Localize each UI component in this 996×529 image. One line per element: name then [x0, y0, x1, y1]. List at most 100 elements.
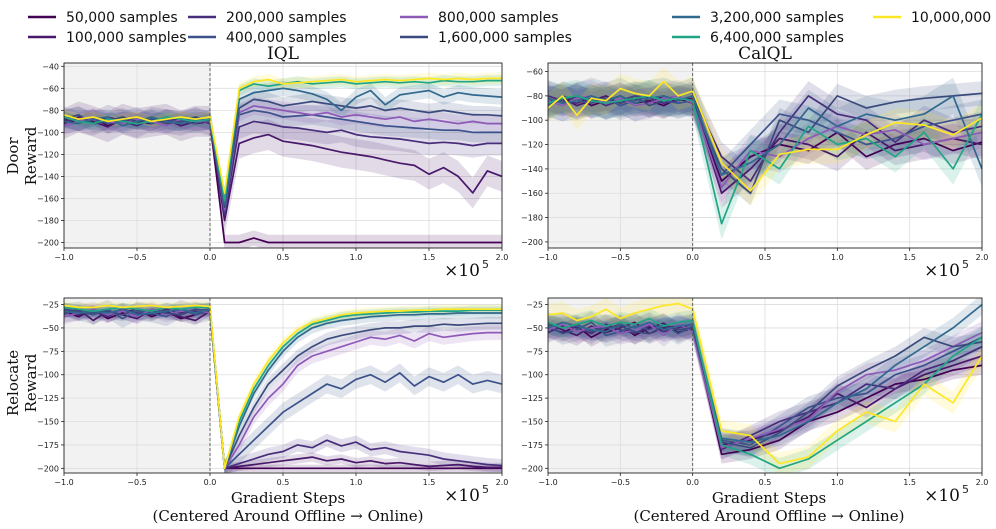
x-sublabel-left: (Centered Around Offline → Online) [152, 507, 423, 525]
panel-title: CalQL [738, 44, 792, 64]
chart-panel: −1.0 −0.5 0.0 0.5 1.0 1.5 2.0 −200 −180 −160 −140 −… [37, 44, 508, 281]
y-tick-label: −60 [526, 68, 543, 77]
y-tick-label: −120 [37, 150, 59, 159]
x-tick-label: 1.0 [831, 478, 844, 487]
legend-entry: 400,000 samples [226, 30, 347, 46]
y-tick-label: −25 [42, 301, 59, 310]
x-tick-label: 1.5 [903, 253, 916, 262]
x-tick-label: 1.0 [831, 253, 844, 262]
x-tick-label: 1.5 [423, 253, 436, 262]
y-tick-label: −80 [42, 106, 59, 115]
legend-entry: 6,400,000 samples [710, 30, 844, 46]
y-tick-label: −150 [37, 418, 59, 427]
y-tick-label: −200 [37, 238, 59, 247]
series-band [548, 81, 982, 208]
x-label-right: Gradient Steps [712, 489, 826, 507]
x-tick-label: 0.0 [686, 478, 699, 487]
series-line [64, 105, 502, 211]
y-tick-label: −100 [37, 371, 59, 380]
y-tick-label: −160 [37, 194, 59, 203]
series-line [64, 308, 502, 470]
x-tick-label: 0.5 [759, 478, 772, 487]
x-multiplier: ×10 [924, 486, 960, 506]
legend-entry: 50,000 samples [66, 10, 178, 26]
x-tick-label: −1.0 [538, 253, 557, 262]
y-tick-label: −75 [526, 347, 543, 356]
plot-area [64, 299, 502, 473]
x-tick-label: 0.5 [277, 478, 290, 487]
series-band [64, 100, 502, 222]
series-band [548, 298, 982, 473]
y-tick-label: −180 [521, 214, 543, 223]
series-line [64, 77, 502, 194]
x-tick-label: 1.5 [423, 478, 436, 487]
legend: 50,000 samples 100,000 samples 200,000 sam… [28, 10, 996, 46]
series-band [548, 80, 982, 203]
x-tick-label: −0.5 [127, 478, 146, 487]
legend-entry: 10,000,000 samples [911, 10, 996, 26]
x-tick-label: 1.0 [350, 478, 363, 487]
series-band [548, 81, 982, 190]
row-label-door-line2: Reward [22, 126, 40, 185]
x-multiplier: ×10 [444, 261, 480, 281]
y-tick-label: −50 [526, 324, 543, 333]
series-band [548, 82, 982, 195]
legend-entry: 200,000 samples [226, 10, 347, 26]
row-label-door-line1: Door [4, 137, 22, 175]
series-band [64, 80, 502, 212]
series-band [64, 305, 502, 473]
chart-panel: −1.0 −0.5 0.0 0.5 1.0 1.5 2.0 −200 −175 −150 −125 −… [37, 297, 508, 506]
x-tick-label: 1.0 [350, 253, 363, 262]
series-line [64, 87, 502, 205]
x-tick-label: −0.5 [611, 478, 630, 487]
x-multiplier: ×10 [924, 261, 960, 281]
y-tick-label: −200 [37, 464, 59, 473]
x-tick-label: −1.0 [538, 478, 557, 487]
legend-entry: 100,000 samples [66, 30, 187, 46]
series-band [64, 302, 502, 473]
x-tick-label: −1.0 [54, 253, 73, 262]
x-tick-label: 2.0 [976, 478, 989, 487]
y-tick-label: −160 [521, 189, 543, 198]
y-tick-label: −175 [37, 441, 59, 450]
x-tick-label: 2.0 [496, 253, 509, 262]
y-tick-label: −60 [42, 84, 59, 93]
legend-entry: 1,600,000 samples [438, 30, 572, 46]
series-line [64, 308, 502, 470]
series-line [64, 308, 502, 470]
legend-entry: 3,200,000 samples [710, 10, 844, 26]
y-tick-label: −50 [42, 324, 59, 333]
series-band [548, 81, 982, 206]
x-tick-label: 0.5 [759, 253, 772, 262]
x-tick-label: −0.5 [611, 253, 630, 262]
series-line [548, 323, 982, 449]
x-tick-label: −1.0 [54, 478, 73, 487]
x-exponent: 5 [482, 483, 489, 496]
y-tick-label: −80 [526, 92, 543, 101]
series-band [548, 81, 982, 196]
y-tick-label: −125 [521, 394, 543, 403]
x-tick-label: 0.0 [204, 253, 217, 262]
y-tick-label: −200 [521, 464, 543, 473]
x-exponent: 5 [482, 258, 489, 271]
y-tick-label: −100 [521, 371, 543, 380]
x-tick-label: 1.5 [903, 478, 916, 487]
chart-panel: −1.0 −0.5 0.0 0.5 1.0 1.5 2.0 −200 −180 −160 −140 −… [521, 44, 988, 281]
y-tick-label: −75 [42, 347, 59, 356]
x-sublabel-right: (Centered Around Offline → Online) [633, 507, 904, 525]
series-band [64, 97, 502, 219]
panel-title: IQL [267, 44, 299, 64]
plot-area [548, 298, 982, 473]
plot-area [548, 66, 982, 240]
x-tick-label: 0.5 [277, 253, 290, 262]
x-exponent: 5 [962, 258, 969, 271]
series-line [64, 306, 502, 470]
series-line [64, 116, 502, 216]
panels: −1.0 −0.5 0.0 0.5 1.0 1.5 2.0 −200 −180 −160 −140 −… [37, 44, 988, 506]
y-tick-label: −100 [521, 116, 543, 125]
row-label-relocate-line1: Relocate [4, 350, 22, 416]
y-tick-label: −150 [521, 418, 543, 427]
x-tick-label: 0.0 [686, 253, 699, 262]
y-tick-label: −200 [521, 238, 543, 247]
